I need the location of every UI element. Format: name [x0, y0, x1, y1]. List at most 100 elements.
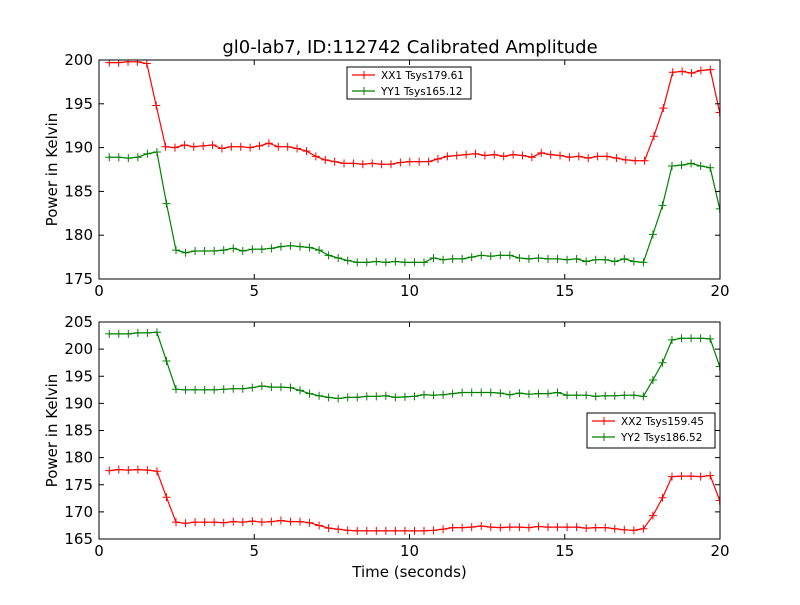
data-point: [315, 246, 324, 255]
data-point: [477, 251, 486, 260]
data-point: [246, 143, 255, 152]
legend-marker: [600, 417, 608, 425]
data-point: [172, 518, 181, 527]
data-point: [267, 517, 276, 526]
data-point: [591, 255, 600, 264]
data-point: [358, 160, 367, 169]
data-point: [620, 254, 629, 263]
data-point: [162, 493, 171, 502]
data-point: [509, 150, 518, 159]
data-point: [330, 157, 339, 166]
plot-area: [105, 328, 720, 535]
data-point: [629, 526, 638, 535]
data-point: [429, 253, 438, 262]
data-point: [372, 257, 381, 266]
data-point: [640, 156, 649, 165]
legend-label: YY1 Tsys165.12: [380, 86, 462, 98]
data-point: [343, 256, 352, 265]
data-point: [448, 389, 457, 398]
legend-label: XX2 Tsys159.45: [621, 416, 704, 428]
data-point: [267, 244, 276, 253]
y-tick-label: 190: [64, 139, 93, 157]
data-point: [114, 465, 123, 474]
data-point: [368, 159, 377, 168]
data-point: [334, 525, 343, 534]
data-point: [315, 521, 324, 530]
data-point: [439, 525, 448, 534]
legend: XX1 Tsys179.61 YY1 Tsys165.12: [346, 66, 472, 100]
data-point: [696, 161, 705, 170]
data-point: [315, 391, 324, 400]
data-point: [496, 389, 505, 398]
data-point: [349, 159, 358, 168]
data-point: [191, 385, 200, 394]
data-point: [200, 385, 209, 394]
data-point: [696, 472, 705, 481]
data-point: [396, 158, 405, 167]
data-point: [238, 518, 247, 527]
data-point: [343, 393, 352, 402]
data-point: [544, 523, 553, 532]
data-point: [706, 65, 715, 74]
data-point: [324, 251, 333, 260]
data-point: [572, 391, 581, 400]
data-point: [648, 230, 657, 239]
data-point: [620, 525, 629, 534]
data-point: [515, 389, 524, 398]
data-point: [386, 160, 395, 169]
data-point: [181, 519, 190, 528]
data-point: [420, 258, 429, 267]
data-point: [229, 244, 238, 253]
data-point: [563, 523, 572, 532]
x-tick-label: 5: [249, 542, 259, 560]
x-tick-label: 15: [555, 542, 574, 560]
data-point: [248, 517, 257, 526]
data-point: [534, 389, 543, 398]
data-point: [574, 152, 583, 161]
data-point: [601, 255, 610, 264]
data-point: [286, 241, 295, 250]
data-point: [706, 163, 715, 172]
y-tick-label: 205: [64, 313, 93, 331]
data-point: [582, 257, 591, 266]
data-point: [687, 472, 696, 481]
data-point: [276, 383, 285, 392]
data-point: [505, 523, 514, 532]
data-point: [200, 518, 209, 527]
data-point: [105, 60, 114, 67]
data-point: [553, 523, 562, 532]
data-point: [257, 518, 266, 527]
data-point: [648, 511, 657, 520]
data-point: [410, 392, 419, 401]
x-tick-label: 20: [710, 542, 729, 560]
data-point: [696, 66, 705, 75]
data-point: [305, 518, 314, 527]
data-point: [321, 155, 330, 164]
top-subplot: 0 5 10 15 20 175 180 185 190 195 200 Power in Kelvi…: [43, 51, 730, 300]
data-point: [324, 393, 333, 402]
data-point: [572, 523, 581, 532]
data-point: [210, 385, 219, 394]
data-point: [152, 467, 161, 476]
data-point: [372, 526, 381, 535]
data-point: [537, 148, 546, 157]
data-point: [152, 101, 161, 110]
data-point: [410, 258, 419, 267]
data-point: [283, 142, 292, 151]
series-line-1-1: [109, 331, 720, 400]
x-tick-label: 10: [400, 282, 419, 300]
data-point: [133, 153, 142, 162]
x-tick-label: 5: [249, 282, 259, 300]
data-point: [556, 151, 565, 160]
data-point: [612, 154, 621, 163]
data-point: [191, 246, 200, 255]
data-point: [400, 258, 409, 267]
data-point: [191, 518, 200, 527]
data-point: [124, 466, 133, 475]
data-point: [527, 153, 536, 162]
data-point: [296, 517, 305, 526]
data-point: [496, 523, 505, 532]
data-point: [462, 150, 471, 159]
data-point: [515, 523, 524, 532]
